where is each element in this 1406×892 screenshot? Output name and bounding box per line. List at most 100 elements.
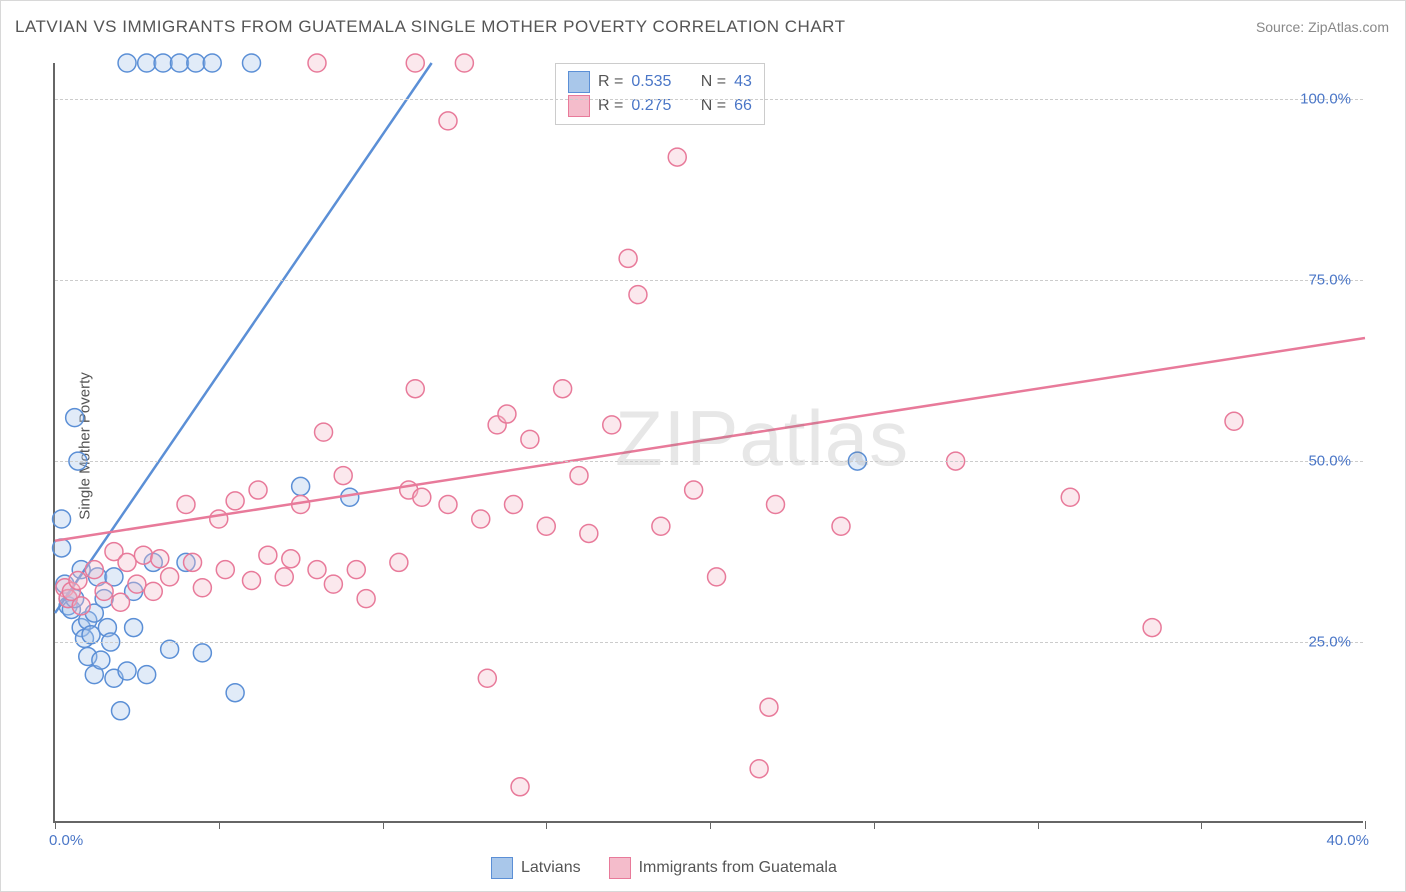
data-point	[505, 496, 523, 514]
x-tick	[710, 821, 711, 829]
data-point	[478, 669, 496, 687]
data-point	[154, 54, 172, 72]
data-point	[537, 517, 555, 535]
data-point	[243, 54, 261, 72]
data-point	[144, 582, 162, 600]
x-tick-label: 0.0%	[49, 832, 83, 849]
data-point	[406, 380, 424, 398]
x-tick	[1365, 821, 1366, 829]
data-point	[750, 760, 768, 778]
data-point	[498, 405, 516, 423]
data-point	[66, 409, 84, 427]
data-point	[184, 553, 202, 571]
data-point	[439, 112, 457, 130]
x-tick	[546, 821, 547, 829]
gridline	[55, 99, 1363, 100]
data-point	[652, 517, 670, 535]
data-point	[603, 416, 621, 434]
data-point	[118, 662, 136, 680]
data-point	[1143, 619, 1161, 637]
data-point	[112, 593, 130, 611]
data-point	[413, 488, 431, 506]
data-point	[390, 553, 408, 571]
data-point	[554, 380, 572, 398]
y-tick-label: 25.0%	[1308, 634, 1351, 651]
plot-area: ZIPatlas R =0.535 N =43R =0.275 N =66 25…	[53, 63, 1363, 823]
legend-row: R =0.275 N =66	[568, 94, 752, 118]
data-point	[455, 54, 473, 72]
legend-swatch	[491, 857, 513, 879]
x-tick	[383, 821, 384, 829]
legend-row: R =0.535 N =43	[568, 70, 752, 94]
data-point	[112, 702, 130, 720]
data-point	[521, 430, 539, 448]
data-point	[760, 698, 778, 716]
x-tick	[55, 821, 56, 829]
data-point	[69, 572, 87, 590]
data-point	[243, 572, 261, 590]
data-point	[308, 54, 326, 72]
data-point	[216, 561, 234, 579]
y-tick-label: 100.0%	[1300, 91, 1351, 108]
data-point	[177, 496, 195, 514]
x-tick	[1038, 821, 1039, 829]
data-point	[472, 510, 490, 528]
data-point	[282, 550, 300, 568]
data-point	[570, 467, 588, 485]
data-point	[1061, 488, 1079, 506]
y-tick-label: 75.0%	[1308, 272, 1351, 289]
y-tick-label: 50.0%	[1308, 453, 1351, 470]
data-point	[324, 575, 342, 593]
data-point	[511, 778, 529, 796]
x-tick-label: 40.0%	[1326, 832, 1369, 849]
data-point	[170, 54, 188, 72]
legend-label: Immigrants from Guatemala	[639, 859, 837, 877]
data-point	[125, 619, 143, 637]
series-legend: Latvians Immigrants from Guatemala	[491, 857, 837, 879]
data-point	[347, 561, 365, 579]
data-point	[85, 561, 103, 579]
data-point	[580, 524, 598, 542]
data-point	[128, 575, 146, 593]
data-point	[315, 423, 333, 441]
data-point	[193, 579, 211, 597]
chart-title: LATVIAN VS IMMIGRANTS FROM GUATEMALA SIN…	[15, 17, 846, 37]
legend-swatch	[609, 857, 631, 879]
data-point	[118, 553, 136, 571]
source-attribution: Source: ZipAtlas.com	[1256, 19, 1389, 35]
data-point	[138, 54, 156, 72]
x-tick	[874, 821, 875, 829]
data-point	[53, 510, 71, 528]
data-point	[161, 568, 179, 586]
data-point	[629, 286, 647, 304]
data-point	[226, 684, 244, 702]
data-point	[334, 467, 352, 485]
data-point	[767, 496, 785, 514]
data-point	[193, 644, 211, 662]
data-point	[292, 477, 310, 495]
data-point	[138, 666, 156, 684]
gridline	[55, 280, 1363, 281]
data-point	[118, 54, 136, 72]
data-point	[668, 148, 686, 166]
regression-line	[55, 338, 1365, 541]
data-point	[203, 54, 221, 72]
data-point	[92, 651, 110, 669]
plot-svg	[55, 63, 1363, 821]
x-tick	[1201, 821, 1202, 829]
legend-swatch	[568, 71, 590, 93]
data-point	[259, 546, 277, 564]
data-point	[685, 481, 703, 499]
gridline	[55, 461, 1363, 462]
chart-container: LATVIAN VS IMMIGRANTS FROM GUATEMALA SIN…	[0, 0, 1406, 892]
data-point	[210, 510, 228, 528]
gridline	[55, 642, 1363, 643]
data-point	[1225, 412, 1243, 430]
data-point	[72, 597, 90, 615]
data-point	[357, 590, 375, 608]
data-point	[308, 561, 326, 579]
data-point	[406, 54, 424, 72]
legend-item: Latvians	[491, 857, 581, 879]
data-point	[151, 550, 169, 568]
data-point	[95, 582, 113, 600]
